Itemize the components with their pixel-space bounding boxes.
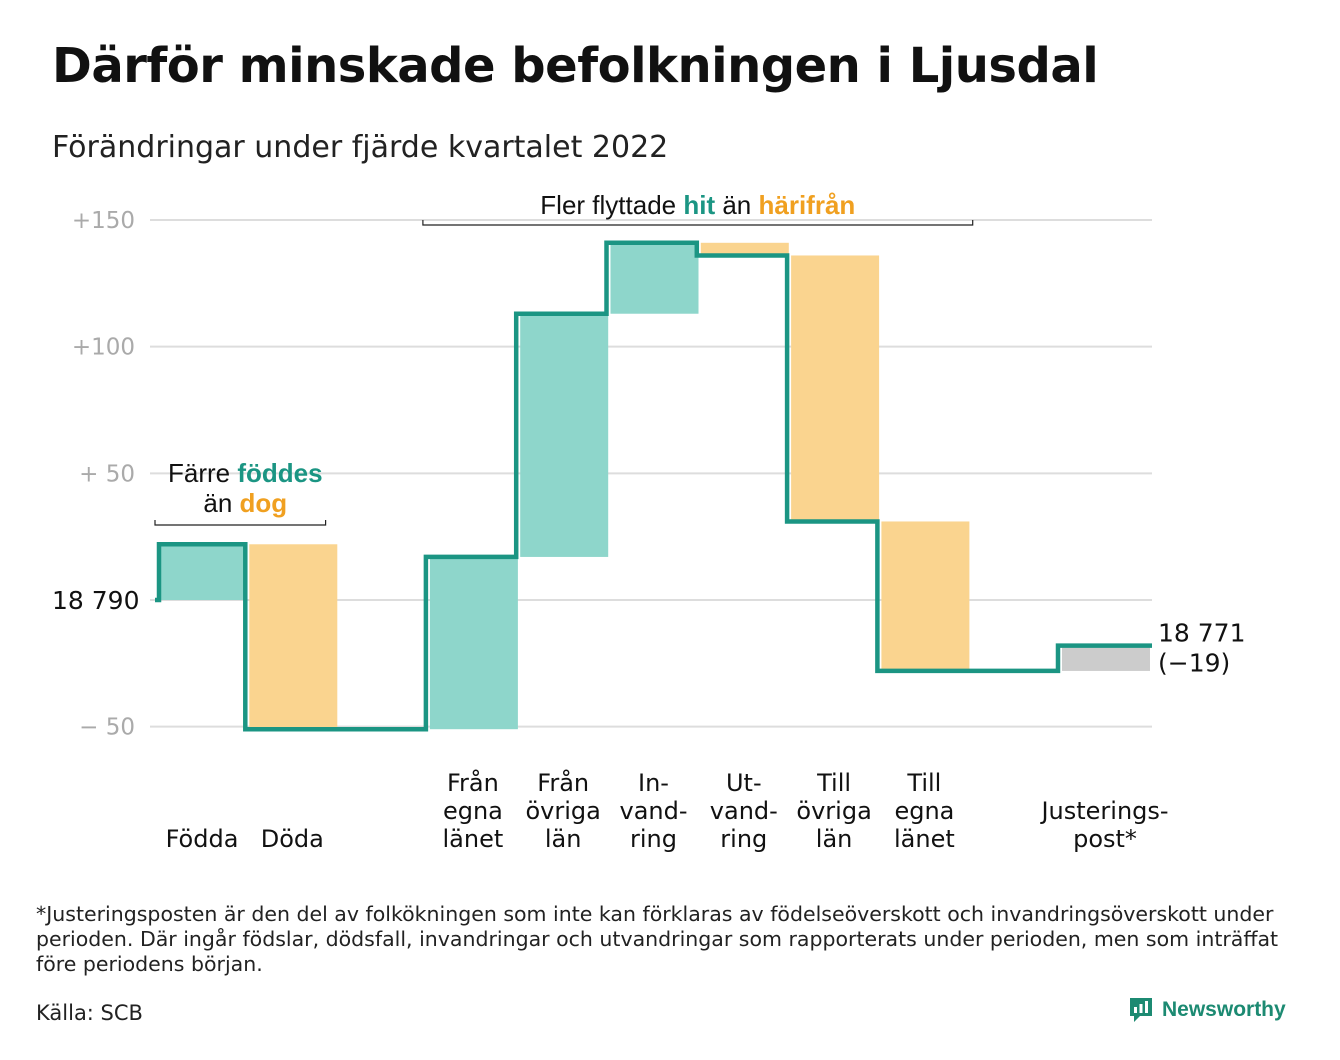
source-note: Källa: SCB (36, 1001, 143, 1025)
annotation-bracket (422, 220, 974, 226)
footnote: *Justeringsposten är den del av folkökni… (36, 902, 1279, 976)
annotation-births-deaths-line2: än dog (203, 488, 287, 518)
category-label: övriga (796, 797, 871, 825)
end-change-label: (−19) (1158, 649, 1230, 678)
annotation-span: härifrån (758, 190, 855, 220)
y-tick-label: − 50 (79, 715, 135, 741)
annotation-births-deaths-line1: Färre föddes (168, 458, 323, 488)
waterfall-bar (1062, 645, 1150, 671)
y-tick-label: + 50 (79, 461, 135, 487)
chart-title: Därför minskade befolkningen i Ljusdal (52, 38, 1099, 94)
category-label: egna (443, 797, 503, 825)
category-label: län (816, 825, 853, 853)
category-label: Till (816, 769, 851, 797)
category-label: Från (447, 768, 499, 797)
category-label: län (545, 825, 582, 853)
category-label: vand- (619, 797, 687, 825)
category-label: ring (630, 825, 677, 853)
annotation-span: föddes (237, 458, 322, 488)
category-label: Ut- (726, 769, 762, 797)
annotation-bracket (154, 520, 327, 526)
category-label: vand- (710, 797, 778, 825)
category-label: post* (1073, 825, 1137, 853)
y-tick-label: +100 (72, 335, 135, 361)
annotation-span: Färre (168, 458, 237, 488)
end-value-label: 18 771 (1158, 619, 1245, 648)
annotation-span: Fler flyttade (540, 190, 683, 220)
waterfall-bar (429, 556, 518, 730)
waterfall-bar (610, 242, 699, 314)
category-label: ring (720, 825, 767, 853)
waterfall-bar (700, 242, 789, 256)
category-label: Justerings- (1039, 797, 1168, 825)
waterfall-bar (520, 313, 609, 557)
brand-name: Newsworthy (1162, 998, 1286, 1021)
category-label: Från (537, 768, 589, 797)
category-label: länet (894, 825, 955, 853)
waterfall-bar (159, 544, 247, 600)
category-label: egna (894, 797, 954, 825)
newsworthy-logo[interactable]: Newsworthy (1128, 996, 1286, 1024)
category-label: Döda (261, 825, 324, 853)
waterfall-bar (791, 255, 880, 522)
population-step-line (155, 240, 1152, 732)
waterfall-bar (881, 521, 970, 671)
category-label: Till (906, 769, 941, 797)
annotation-span: än (203, 488, 239, 518)
category-label: övriga (526, 797, 601, 825)
chart-subtitle: Förändringar under fjärde kvartalet 2022 (52, 130, 669, 165)
annotation-span: än (715, 190, 758, 220)
annotation-span: dog (240, 488, 288, 518)
y-tick-label: +150 (72, 208, 135, 234)
annotation-migration: Fler flyttade hit än härifrån (540, 190, 855, 220)
category-label: Födda (166, 825, 239, 853)
category-label: In- (638, 769, 669, 797)
category-label: länet (443, 825, 504, 853)
start-value-label: 18 790 (52, 586, 139, 615)
annotation-span: hit (683, 190, 715, 220)
newsworthy-chart-icon (1130, 998, 1152, 1022)
waterfall-bar (249, 544, 338, 730)
